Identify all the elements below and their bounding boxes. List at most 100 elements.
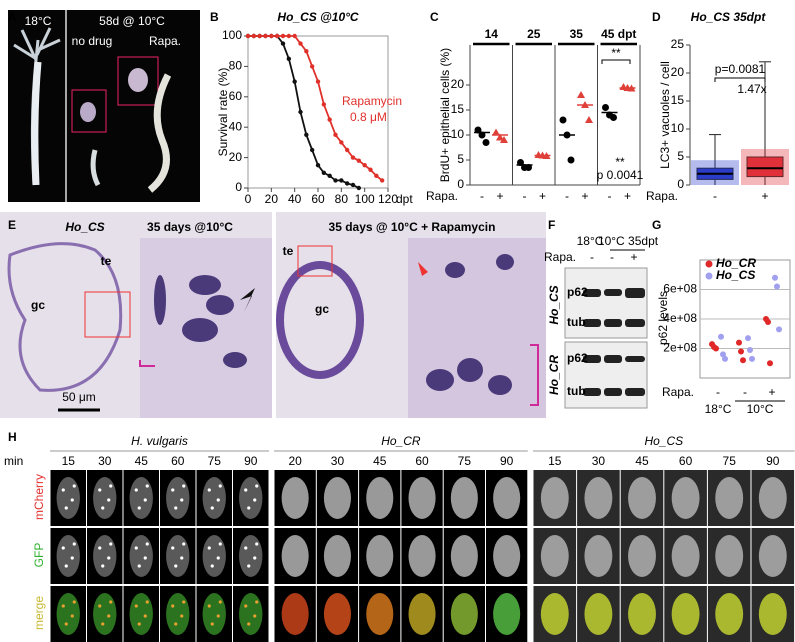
- point: [327, 173, 332, 179]
- cell: [239, 535, 263, 577]
- x-tick-label: -: [523, 189, 527, 203]
- vesicle: [134, 604, 138, 608]
- arrowhead: [240, 288, 255, 312]
- cell: [239, 593, 263, 635]
- vesicle: [101, 564, 105, 568]
- x-tick-label: -: [565, 189, 569, 203]
- time-label: 90: [766, 454, 780, 468]
- point: [749, 355, 755, 362]
- legend-label: Ho_CR: [716, 256, 756, 270]
- chart-title: Ho_CS 35dpt: [691, 10, 767, 24]
- group-label: 14: [485, 27, 499, 41]
- y-axis-label: p62 levels: [656, 291, 670, 345]
- x-tick-label: 80: [335, 192, 349, 206]
- annotation: p 0.0041: [597, 168, 644, 182]
- lane-label: -: [590, 250, 594, 264]
- x-tick-label: +: [581, 189, 588, 203]
- vesicle: [98, 488, 102, 492]
- cell: [56, 535, 80, 577]
- point: [356, 158, 362, 163]
- y-tick-label: 10: [451, 127, 465, 141]
- vesicle: [210, 564, 214, 568]
- bracket: [601, 59, 631, 64]
- series-line: [248, 35, 360, 189]
- cell: [93, 593, 117, 635]
- group-label: 18°C: [705, 402, 732, 416]
- annotation: **: [611, 46, 621, 60]
- point: [379, 178, 385, 183]
- bands: [583, 288, 645, 396]
- y-tick-label: 0: [457, 177, 464, 191]
- cell: [366, 477, 394, 519]
- box: [746, 156, 784, 178]
- point: [333, 132, 338, 137]
- x-tick-label: -: [716, 385, 720, 399]
- cell: [202, 535, 226, 577]
- y-axis-label: Survival rate (%): [216, 68, 230, 157]
- vesicle: [216, 614, 220, 618]
- cell: [540, 593, 569, 635]
- vesicle: [143, 556, 147, 560]
- vesicle: [98, 604, 102, 608]
- vesicle: [255, 542, 259, 546]
- point: [251, 33, 257, 39]
- vesicle: [109, 542, 113, 546]
- photo-a: 18°C 58d @ 10°C no drug Rapa.: [8, 10, 200, 202]
- x-tick-label: +: [624, 189, 631, 203]
- strain-label: Ho_CS: [65, 220, 104, 234]
- panel-letter: F: [548, 218, 555, 232]
- hydra-body: [90, 149, 101, 187]
- point: [776, 326, 782, 333]
- arrowhead: [418, 262, 428, 276]
- y-tick-label: 2e+08: [663, 341, 697, 355]
- x-axis-label: dpt: [396, 192, 413, 206]
- vesicle: [145, 484, 149, 488]
- cell: [239, 477, 263, 519]
- vesicle: [253, 556, 257, 560]
- legend-swatch: [705, 260, 713, 268]
- y-tick-label: 10: [671, 121, 685, 135]
- point: [292, 79, 297, 84]
- point: [286, 33, 292, 39]
- section-title: 35 days @10°C: [147, 220, 233, 234]
- group-label: 45 dpt: [601, 27, 636, 41]
- vesicle: [210, 622, 214, 626]
- point: [500, 136, 508, 143]
- cell: [129, 535, 153, 577]
- cell: [166, 535, 190, 577]
- legend-label: Ho_CS: [716, 268, 755, 282]
- panel-letter: E: [8, 218, 16, 232]
- group-label: 35: [570, 27, 584, 41]
- roi: [297, 245, 333, 277]
- x-tick-label: 60: [311, 192, 325, 206]
- cell: [628, 535, 656, 577]
- hydra-body: [147, 73, 172, 193]
- vesicle: [244, 546, 248, 550]
- cell: [540, 477, 569, 519]
- cell: [408, 535, 436, 577]
- tissue-label: gc: [31, 298, 45, 312]
- vesicle: [101, 506, 105, 510]
- panel-letter: B: [210, 10, 219, 24]
- point: [298, 41, 303, 46]
- vesicle: [171, 604, 175, 608]
- point: [496, 133, 504, 141]
- point: [333, 178, 338, 183]
- lane-label: -: [610, 250, 614, 264]
- bracket: [139, 360, 155, 367]
- x-tick-label: 0: [245, 192, 252, 206]
- vesicle: [207, 604, 211, 608]
- vesicle: [61, 604, 65, 608]
- channel-label: merge: [32, 596, 46, 630]
- vesicle: [137, 564, 141, 568]
- vesicle: [180, 556, 184, 560]
- vesicle: [247, 506, 251, 510]
- point: [327, 117, 332, 122]
- y-axis-label: BrdU+ epithelial cells (%): [438, 48, 452, 182]
- cell: [323, 535, 351, 577]
- cell: [450, 593, 478, 635]
- point: [747, 346, 753, 353]
- vesicle: [64, 622, 68, 626]
- point: [269, 33, 274, 39]
